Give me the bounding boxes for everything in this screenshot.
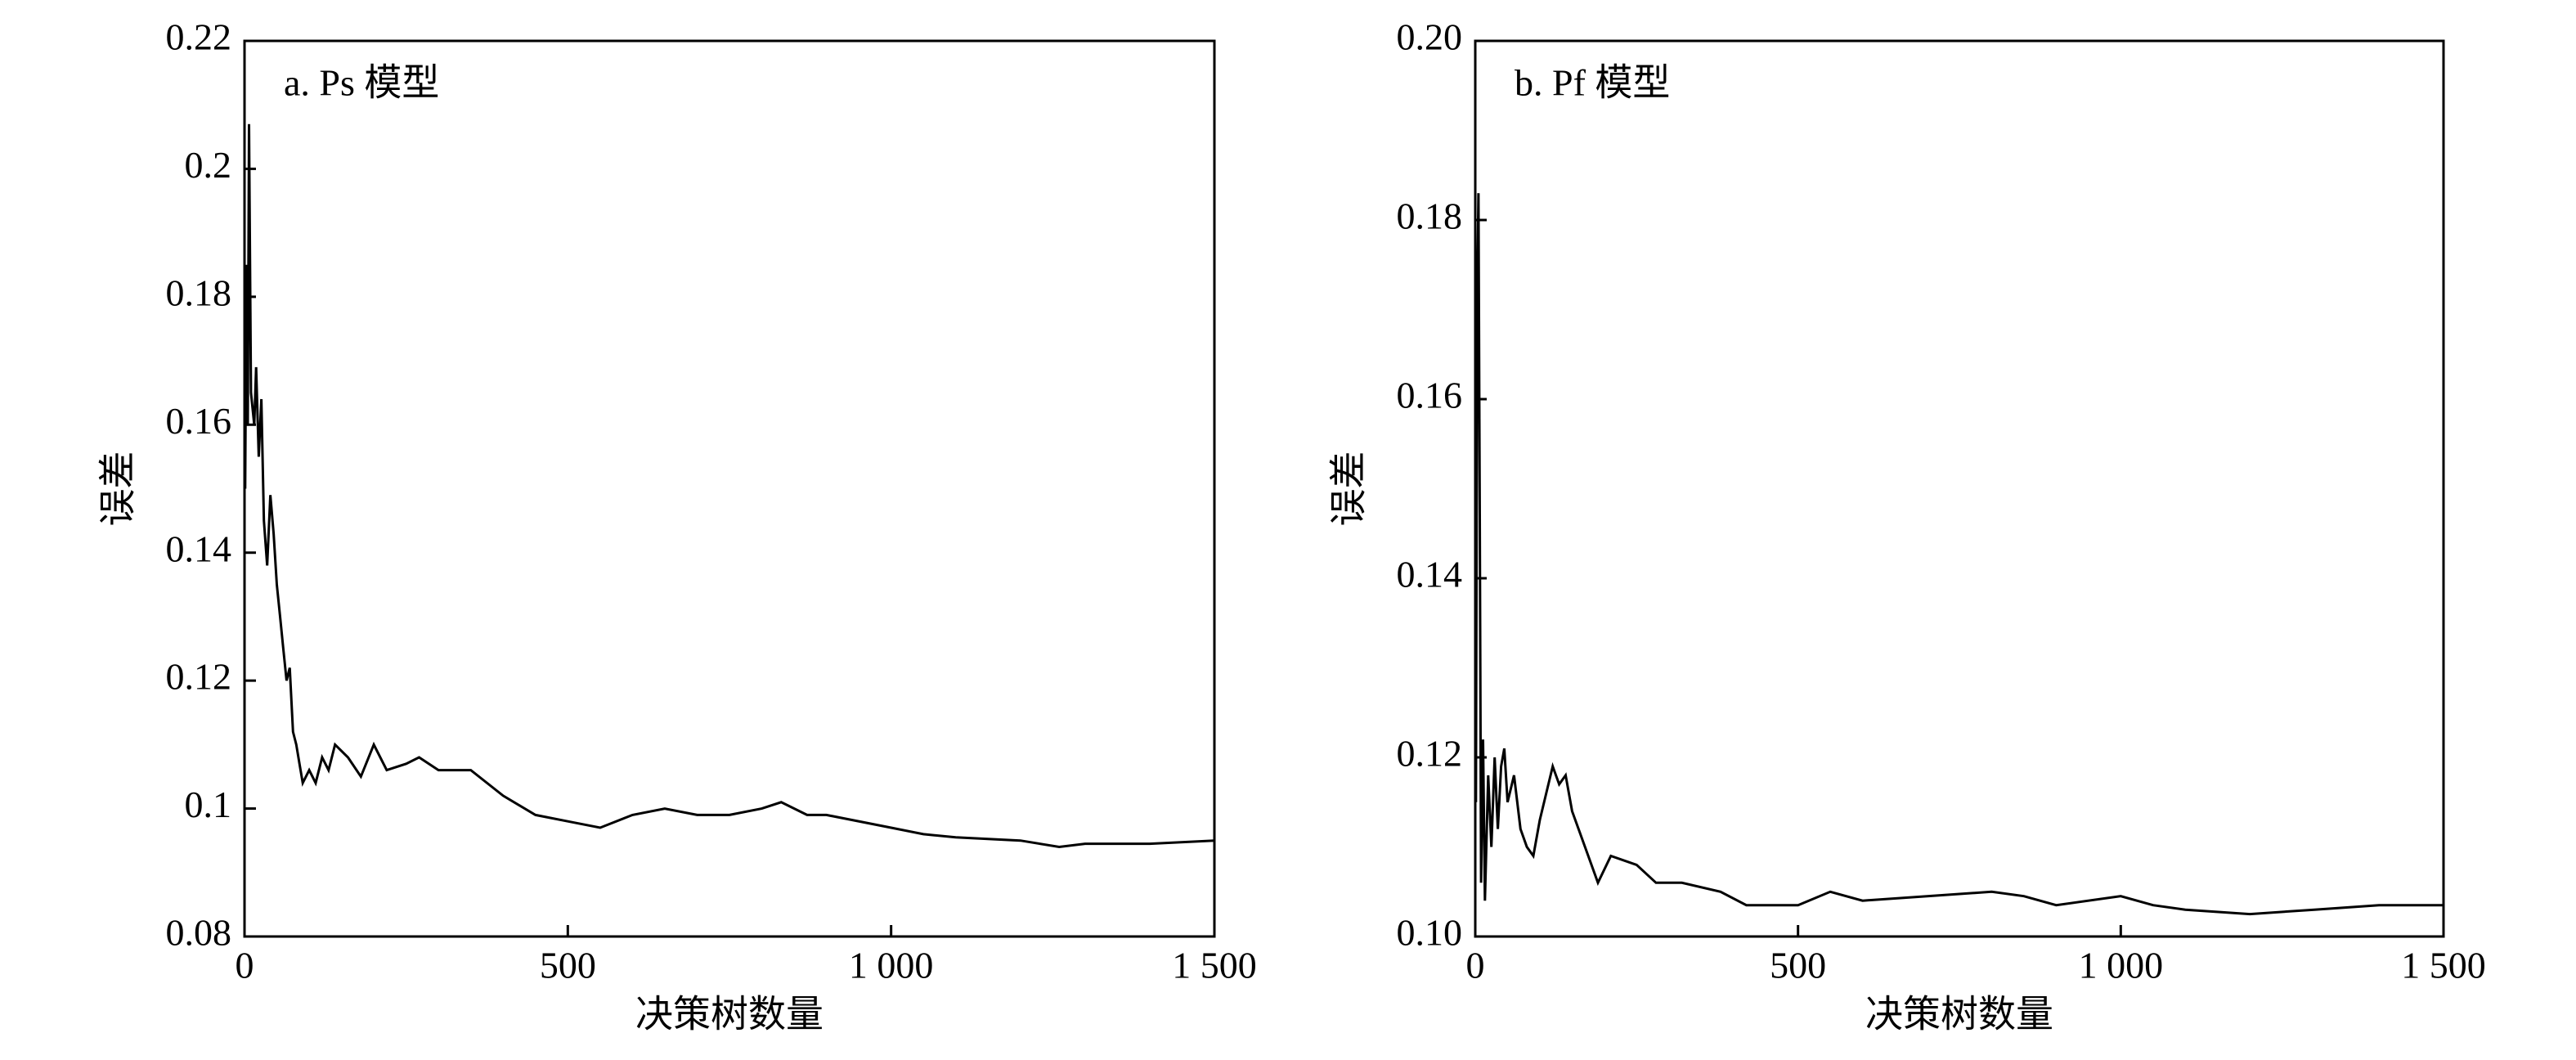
y-tick-label: 0.20 xyxy=(1397,16,1463,58)
x-tick-label: 1 000 xyxy=(849,945,934,986)
data-line xyxy=(244,124,1215,849)
y-tick-label: 0.10 xyxy=(1397,912,1463,954)
x-tick-label: 1 000 xyxy=(2079,945,2164,986)
x-tick-label: 1 500 xyxy=(2401,945,2486,986)
y-tick-label: 0.12 xyxy=(166,656,232,698)
chart-title: a. Ps 模型 xyxy=(284,62,439,104)
y-tick-label: 0.16 xyxy=(1397,375,1463,416)
x-tick-label: 0 xyxy=(1466,945,1485,986)
y-axis-label: 误差 xyxy=(97,451,139,527)
data-line xyxy=(1474,193,2444,916)
y-tick-label: 0.16 xyxy=(166,400,232,442)
x-axis-label: 决策树数量 xyxy=(1865,994,2053,1035)
x-tick-label: 0 xyxy=(236,945,254,986)
y-tick-label: 0.2 xyxy=(185,144,232,186)
y-tick-label: 0.14 xyxy=(1397,554,1463,595)
plot-frame xyxy=(243,39,1216,938)
y-tick-label: 0.12 xyxy=(1397,733,1463,775)
chart-title: b. Pf 模型 xyxy=(1515,62,1670,104)
x-tick-label: 500 xyxy=(540,945,596,986)
plot-frame xyxy=(1474,39,2445,938)
y-tick-label: 0.22 xyxy=(166,16,232,58)
y-tick-label: 0.18 xyxy=(1397,195,1463,237)
y-axis-label: 误差 xyxy=(1328,451,1370,527)
chart-panel: 0.10 0.12 0.14 0.16 0.18 0.20 0 500 1 000 1 500 b.… xyxy=(1328,16,2486,1035)
y-tick-label: 0.1 xyxy=(185,784,232,825)
x-axis-label: 决策树数量 xyxy=(635,994,824,1035)
x-tick-label: 500 xyxy=(1770,945,1826,986)
chart-panel: 0.08 0.1 0.12 0.14 0.16 0.18 0.2 0.22 0 500 1 000 1… xyxy=(97,16,1257,1035)
y-tick-label: 0.08 xyxy=(166,912,232,954)
x-tick-label: 1 500 xyxy=(1172,945,1257,986)
y-tick-label: 0.18 xyxy=(166,272,232,313)
y-tick-label: 0.14 xyxy=(166,528,232,569)
